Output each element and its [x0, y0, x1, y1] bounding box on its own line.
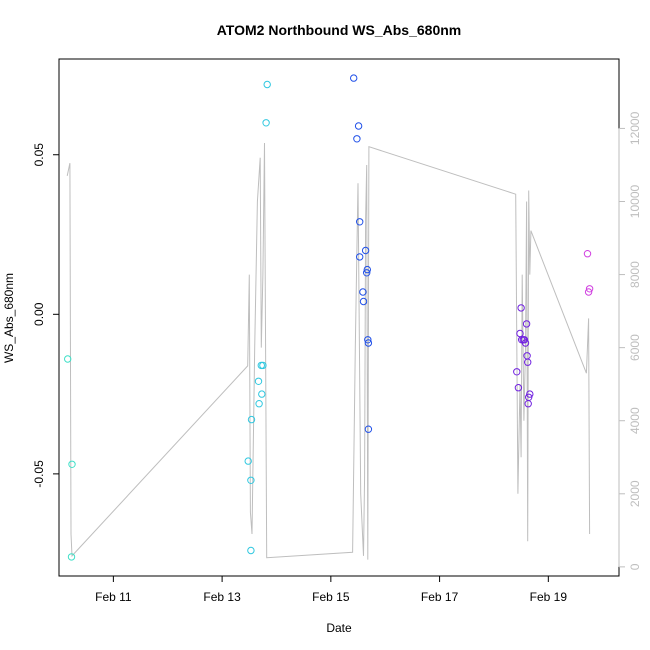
data-point [263, 80, 271, 89]
data-point [364, 339, 373, 347]
x-tick-label: Feb 11 [95, 590, 132, 604]
y2-tick-label: 6000 [628, 334, 642, 361]
data-point [259, 361, 267, 370]
x-axis-label: Date [326, 621, 352, 635]
data-point [522, 320, 531, 328]
y-tick-label: -0.05 [32, 460, 46, 488]
data-point [67, 553, 76, 561]
y2-tick-label: 4000 [628, 407, 642, 434]
y-tick-label: 0.05 [32, 143, 46, 167]
data-point [364, 425, 373, 433]
data-point [359, 288, 367, 296]
data-point [513, 368, 521, 376]
x-tick-label: Feb 17 [421, 590, 459, 604]
data-point [584, 288, 593, 296]
data-point [363, 265, 371, 274]
data-point [517, 304, 525, 312]
data-point [258, 390, 266, 398]
data-point [247, 546, 255, 555]
y2-tick-label: 8000 [628, 261, 642, 288]
plot-layer [64, 74, 594, 561]
plot-frame [58, 58, 620, 577]
data-point [356, 253, 364, 261]
y-axis-label: WS_Abs_680nm [2, 273, 16, 363]
chart-title: ATOM2 Northbound WS_Abs_680nm [217, 22, 462, 38]
x-tick-label: Feb 15 [312, 590, 350, 604]
data-point [585, 285, 594, 293]
y2-tick-label: 12000 [628, 111, 642, 145]
y2-tick-label: 10000 [628, 184, 642, 218]
data-point [64, 355, 72, 363]
data-point [521, 339, 530, 347]
data-point [68, 460, 76, 468]
data-point [525, 393, 533, 401]
data-point [244, 457, 252, 465]
data-point [356, 218, 364, 226]
data-point [526, 390, 534, 398]
data-point [583, 250, 592, 258]
data-point [350, 74, 358, 82]
data-point [354, 122, 363, 130]
secondary-series-line [66, 142, 591, 560]
data-point [353, 135, 361, 143]
data-point [361, 246, 370, 255]
data-point [524, 358, 532, 366]
data-point [262, 119, 270, 127]
y-tick-label: 0.00 [32, 302, 46, 326]
data-point [359, 297, 368, 306]
data-point [364, 336, 372, 344]
y2-tick-label: 2000 [628, 480, 642, 507]
data-point [247, 415, 256, 424]
data-point [520, 336, 529, 344]
data-point [247, 476, 255, 484]
data-point [363, 269, 371, 277]
data-point [514, 384, 523, 392]
x-tick-label: Feb 13 [203, 590, 241, 604]
y2-tick-label: 0 [628, 563, 642, 570]
data-point [254, 377, 263, 385]
axes-layer: Feb 11 Feb 13 Feb 15 Feb 17 Feb 19 -0.05 0.00 0… [32, 111, 642, 604]
data-point [255, 400, 263, 408]
x-tick-label: Feb 19 [530, 590, 568, 604]
